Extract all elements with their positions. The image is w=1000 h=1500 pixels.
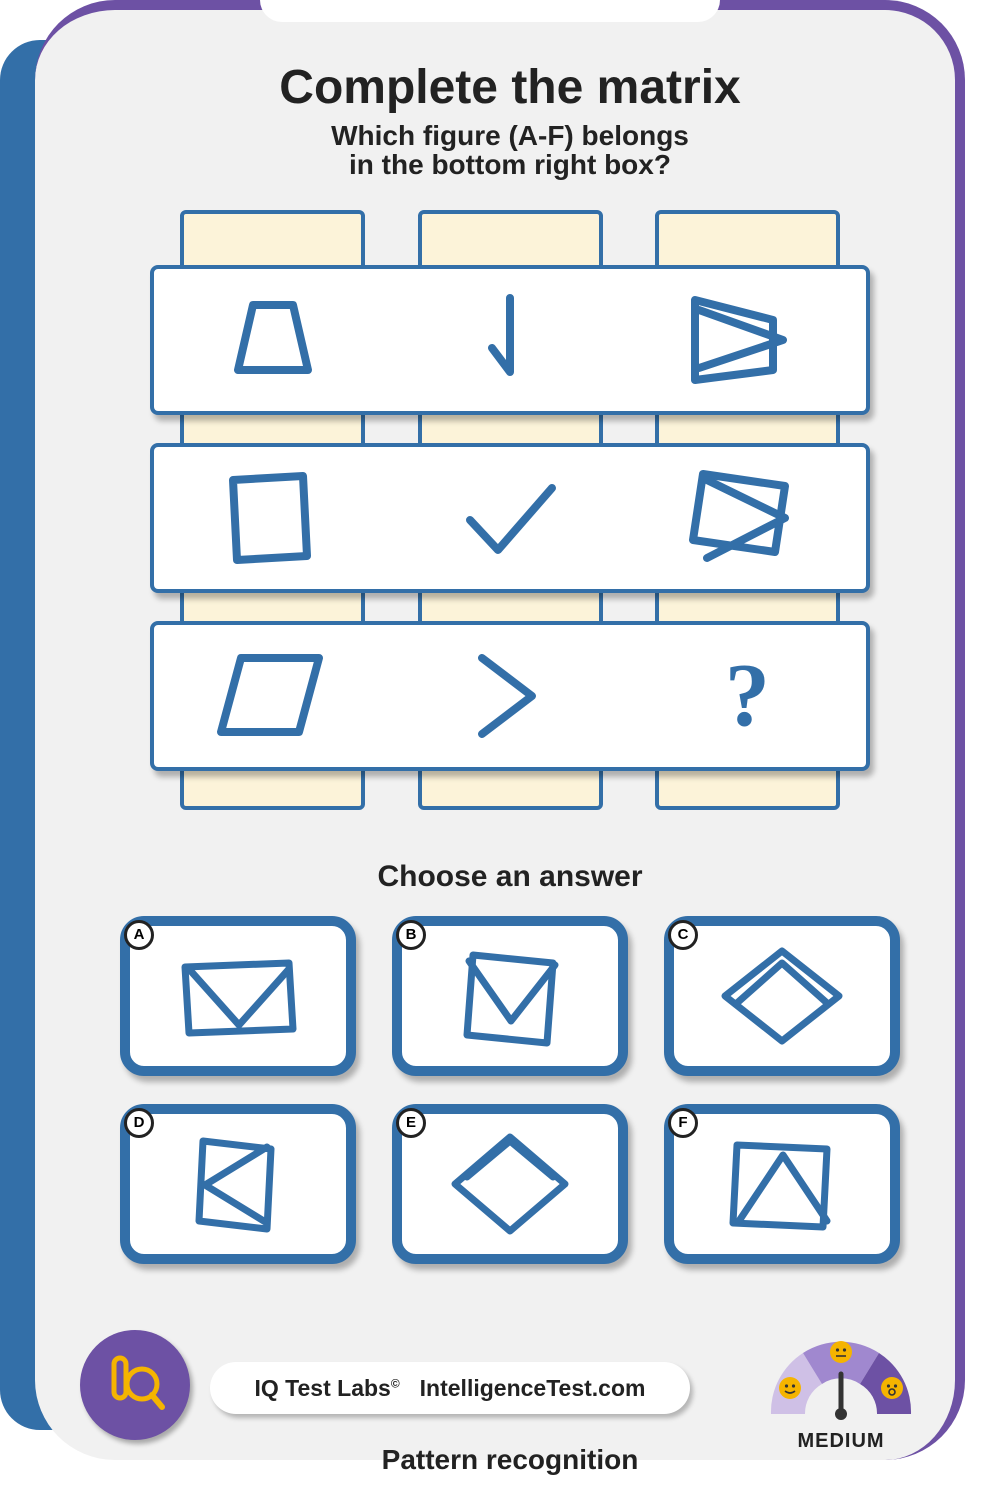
- matrix: ?: [150, 210, 870, 810]
- category-label: Pattern recognition: [70, 1444, 950, 1476]
- answer-badge: F: [668, 1108, 698, 1138]
- answer-badge: E: [396, 1108, 426, 1138]
- answer-option-f[interactable]: F: [664, 1104, 900, 1264]
- brand-name: IQ Test Labs©: [255, 1375, 400, 1402]
- brand-site: IntelligenceTest.com: [420, 1375, 646, 1402]
- answer-badge: B: [396, 920, 426, 950]
- answer-option-a[interactable]: A: [120, 916, 356, 1076]
- page-title: Complete the matrix: [70, 60, 950, 115]
- matrix-cell-r1c3: [629, 269, 866, 411]
- answers-heading: Choose an answer: [70, 860, 950, 894]
- answer-option-b[interactable]: B: [392, 916, 628, 1076]
- matrix-row: [150, 265, 870, 415]
- matrix-cell-r1c1: [154, 269, 391, 411]
- brand-logo: [80, 1330, 190, 1440]
- matrix-cell-r2c2: [391, 447, 628, 589]
- matrix-cell-r1c2: [391, 269, 628, 411]
- answers-grid: A B C D E F: [120, 916, 900, 1264]
- brand-pill: IQ Test Labs© IntelligenceTest.com: [210, 1362, 690, 1414]
- footer: IQ Test Labs© IntelligenceTest.com MEDIU…: [70, 1330, 950, 1470]
- page-subtitle: Which figure (A-F) belongs in the bottom…: [70, 121, 950, 180]
- matrix-cell-r3c3-question: ?: [629, 625, 866, 767]
- matrix-cell-r3c2: [391, 625, 628, 767]
- answer-option-c[interactable]: C: [664, 916, 900, 1076]
- matrix-cell-r2c3: [629, 447, 866, 589]
- content: Complete the matrix Which figure (A-F) b…: [70, 10, 950, 1264]
- answer-badge: C: [668, 920, 698, 950]
- answer-badge: D: [124, 1108, 154, 1138]
- matrix-row: [150, 443, 870, 593]
- answer-option-e[interactable]: E: [392, 1104, 628, 1264]
- matrix-cell-r2c1: [154, 447, 391, 589]
- matrix-cell-r3c1: [154, 625, 391, 767]
- matrix-row: ?: [150, 621, 870, 771]
- answer-badge: A: [124, 920, 154, 950]
- question-mark-icon: ?: [725, 644, 770, 747]
- difficulty-gauge: MEDIUM: [756, 1326, 926, 1453]
- answer-option-d[interactable]: D: [120, 1104, 356, 1264]
